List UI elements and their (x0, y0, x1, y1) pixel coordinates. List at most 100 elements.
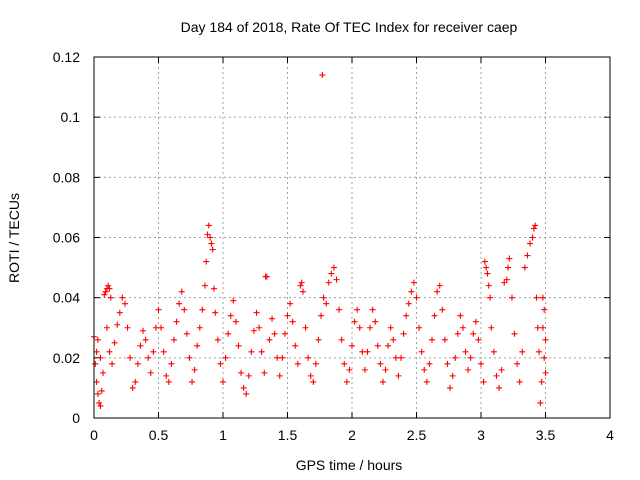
data-point (428, 336, 435, 343)
data-point (106, 348, 113, 355)
data-point (208, 240, 215, 247)
data-point (465, 366, 472, 373)
data-point (253, 309, 260, 316)
x-tick-label: 3 (477, 427, 485, 443)
data-point (385, 342, 392, 349)
data-point (530, 225, 537, 232)
data-point (441, 336, 448, 343)
x-tick-label: 1 (219, 427, 227, 443)
data-point (217, 360, 224, 367)
data-point (222, 354, 229, 361)
data-point (189, 378, 196, 385)
data-point (459, 324, 466, 331)
data-point (114, 321, 121, 328)
data-point (310, 378, 317, 385)
data-point (508, 294, 515, 301)
data-point (413, 294, 420, 301)
data-point (336, 306, 343, 313)
data-point (395, 372, 402, 379)
data-point (372, 318, 379, 325)
data-point (230, 297, 237, 304)
data-point (338, 336, 345, 343)
chart-title: Day 184 of 2018, Rate Of TEC Index for r… (181, 19, 518, 35)
data-point (532, 222, 539, 229)
data-point (521, 264, 528, 271)
data-point (178, 288, 185, 295)
data-point (302, 324, 309, 331)
data-point (307, 372, 314, 379)
data-point (539, 324, 546, 331)
data-point (488, 324, 495, 331)
data-point (462, 348, 469, 355)
y-tick-label: 0.1 (61, 109, 81, 125)
data-point (444, 360, 451, 367)
data-point (294, 360, 301, 367)
x-tick-label: 3.5 (536, 427, 556, 443)
data-point (140, 327, 147, 334)
data-point (276, 372, 283, 379)
data-point (94, 336, 101, 343)
y-tick-label: 0.08 (53, 169, 80, 185)
data-point (287, 300, 294, 307)
x-tick-label: 2 (348, 427, 356, 443)
data-point (181, 306, 188, 313)
data-point (132, 378, 139, 385)
data-point (137, 342, 144, 349)
data-point (100, 369, 107, 376)
data-point (201, 282, 208, 289)
data-point (109, 360, 116, 367)
data-point (390, 336, 397, 343)
data-point (408, 288, 415, 295)
data-point (209, 246, 216, 253)
axis-ticks: 0 0.5 1 1.5 2 2.5 3 3.5 4 0 0.02 0.04 0.06 0.08 0.1 0.1… (53, 49, 614, 443)
data-point (514, 360, 521, 367)
data-point (145, 354, 152, 361)
data-point (478, 360, 484, 367)
data-point (505, 264, 512, 271)
data-point (410, 279, 417, 286)
data-point (354, 306, 361, 313)
data-point (436, 282, 443, 289)
data-point (529, 234, 536, 241)
data-point (240, 384, 247, 391)
data-point (147, 369, 154, 376)
x-tick-label: 4 (606, 427, 614, 443)
data-point (374, 342, 381, 349)
data-point (155, 306, 162, 313)
data-point (186, 354, 193, 361)
data-point (256, 324, 263, 331)
data-point (485, 282, 492, 289)
data-point (506, 255, 513, 262)
data-point (214, 336, 221, 343)
data-point (481, 258, 488, 265)
data-point (263, 273, 270, 280)
data-point (289, 318, 296, 325)
data-point (194, 342, 201, 349)
data-point (279, 354, 286, 361)
data-point (405, 300, 412, 307)
data-point (398, 354, 405, 361)
data-point (527, 240, 534, 247)
data-point (542, 369, 549, 376)
data-point (225, 330, 232, 337)
data-point (439, 306, 446, 313)
data-point (220, 378, 226, 385)
data-point (356, 324, 363, 331)
data-point (537, 399, 544, 406)
data-point (493, 372, 500, 379)
data-point (387, 324, 394, 331)
data-point (250, 327, 257, 334)
data-point (516, 378, 523, 385)
data-point (165, 378, 172, 385)
data-point (258, 348, 265, 355)
data-point (101, 291, 108, 298)
data-point (212, 309, 219, 316)
data-point (127, 354, 134, 361)
data-point (204, 231, 211, 238)
data-point (467, 354, 474, 361)
data-point (227, 312, 234, 319)
data-point (196, 324, 203, 331)
y-tick-label: 0 (72, 410, 80, 426)
data-point (367, 324, 374, 331)
data-point (449, 372, 456, 379)
